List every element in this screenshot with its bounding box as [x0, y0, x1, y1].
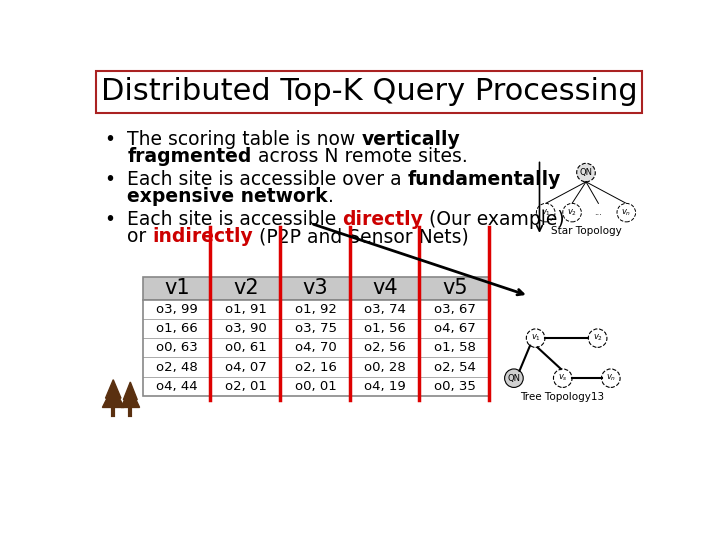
- Text: fragmented: fragmented: [127, 147, 251, 166]
- Polygon shape: [106, 380, 121, 398]
- Text: o4, 07: o4, 07: [225, 361, 266, 374]
- Circle shape: [554, 369, 572, 387]
- Text: v5: v5: [442, 278, 468, 298]
- Text: o3, 99: o3, 99: [156, 303, 198, 316]
- Circle shape: [526, 329, 545, 347]
- Circle shape: [617, 204, 636, 222]
- Text: across N remote sites.: across N remote sites.: [251, 147, 467, 166]
- Text: $v_1$: $v_1$: [531, 333, 541, 343]
- Text: o2, 48: o2, 48: [156, 361, 198, 374]
- Text: •: •: [104, 130, 115, 149]
- Text: expensive network: expensive network: [127, 187, 328, 206]
- Text: o0, 61: o0, 61: [225, 341, 266, 354]
- Text: Distributed Top-K Query Processing: Distributed Top-K Query Processing: [101, 77, 637, 106]
- Polygon shape: [102, 386, 124, 408]
- Text: o3, 75: o3, 75: [294, 322, 336, 335]
- Text: •: •: [104, 211, 115, 229]
- Text: v4: v4: [372, 278, 398, 298]
- Text: $v_1$: $v_1$: [541, 207, 551, 218]
- Text: o1, 92: o1, 92: [294, 303, 336, 316]
- Text: o4, 67: o4, 67: [434, 322, 476, 335]
- Text: o1, 91: o1, 91: [225, 303, 266, 316]
- Bar: [143, 276, 490, 300]
- Text: $v_n$: $v_n$: [606, 373, 616, 383]
- Text: •: •: [104, 170, 115, 190]
- Text: v3: v3: [302, 278, 328, 298]
- Text: o0, 35: o0, 35: [434, 380, 476, 393]
- Text: ...: ...: [595, 208, 603, 217]
- Text: (Our example): (Our example): [423, 211, 565, 229]
- Text: $v_2$: $v_2$: [593, 333, 603, 343]
- Circle shape: [563, 204, 581, 222]
- Text: o2, 54: o2, 54: [434, 361, 476, 374]
- Text: o0, 63: o0, 63: [156, 341, 198, 354]
- Text: o1, 56: o1, 56: [364, 322, 406, 335]
- Text: o4, 70: o4, 70: [294, 341, 336, 354]
- Text: o3, 67: o3, 67: [434, 303, 476, 316]
- Circle shape: [601, 369, 620, 387]
- Text: o2, 16: o2, 16: [294, 361, 336, 374]
- Text: The scoring table is now: The scoring table is now: [127, 130, 361, 149]
- Circle shape: [588, 329, 607, 347]
- Text: o1, 66: o1, 66: [156, 322, 198, 335]
- Text: fundamentally: fundamentally: [408, 170, 561, 190]
- Text: o0, 01: o0, 01: [294, 380, 336, 393]
- Text: vertically: vertically: [361, 130, 460, 149]
- Text: o0, 28: o0, 28: [364, 361, 406, 374]
- Text: o2, 01: o2, 01: [225, 380, 266, 393]
- Polygon shape: [121, 387, 140, 408]
- Circle shape: [505, 369, 523, 387]
- Text: (P2P and Sensor Nets): (P2P and Sensor Nets): [253, 227, 469, 246]
- Text: $v_n$: $v_n$: [621, 207, 631, 218]
- Text: Each site is accessible: Each site is accessible: [127, 211, 343, 229]
- Text: o4, 44: o4, 44: [156, 380, 197, 393]
- Text: or: or: [127, 227, 153, 246]
- Circle shape: [577, 164, 595, 182]
- Text: Each site is accessible over a: Each site is accessible over a: [127, 170, 408, 190]
- Text: o3, 90: o3, 90: [225, 322, 266, 335]
- Text: v2: v2: [233, 278, 258, 298]
- Text: o4, 19: o4, 19: [364, 380, 406, 393]
- Text: o3, 74: o3, 74: [364, 303, 406, 316]
- Text: $v_s$: $v_s$: [558, 373, 567, 383]
- Text: o1, 58: o1, 58: [434, 341, 476, 354]
- Text: indirectly: indirectly: [153, 227, 253, 246]
- Text: directly: directly: [343, 211, 423, 229]
- Polygon shape: [123, 382, 138, 400]
- Text: o2, 56: o2, 56: [364, 341, 406, 354]
- Text: QN: QN: [580, 168, 593, 177]
- Text: $v_2$: $v_2$: [567, 207, 577, 218]
- Bar: [96, 71, 642, 112]
- Bar: [143, 300, 490, 396]
- Text: Star Topology: Star Topology: [551, 226, 621, 237]
- Text: .: .: [328, 187, 333, 206]
- Text: QN: QN: [508, 374, 521, 383]
- Text: v1: v1: [164, 278, 189, 298]
- Circle shape: [536, 204, 555, 222]
- Text: Tree Topology13: Tree Topology13: [521, 392, 604, 402]
